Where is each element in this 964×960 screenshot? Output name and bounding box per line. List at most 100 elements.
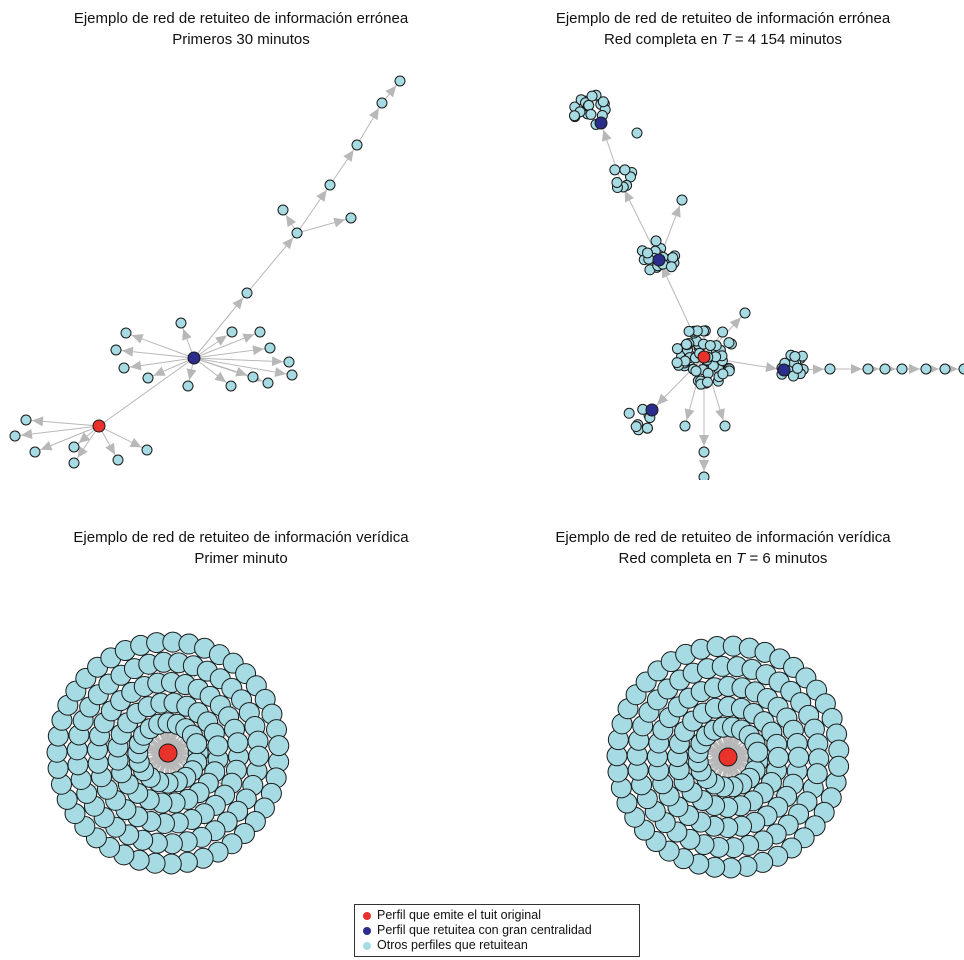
node-other — [226, 326, 238, 338]
node-other — [291, 227, 303, 239]
panel-false-info-30min: Ejemplo de red de retuiteo de informació… — [0, 0, 482, 480]
node-other — [650, 235, 662, 247]
node-other — [324, 179, 336, 191]
panel-title-line2: Red completa en T = 6 minutos — [482, 548, 964, 569]
legend-item-other: Otros perfiles que retuitean — [363, 938, 631, 953]
node-other — [623, 407, 635, 419]
node-other — [585, 108, 597, 120]
edge-arrow — [252, 345, 265, 356]
other-dot-icon — [363, 941, 371, 950]
node-other — [717, 368, 729, 380]
node-other — [896, 363, 908, 375]
node-hub — [645, 403, 659, 417]
edge-arrow — [333, 217, 346, 228]
title-suffix: = 4 154 minutos — [730, 31, 843, 48]
node-other — [641, 422, 653, 434]
panel-title-line2: Primer minuto — [194, 550, 288, 567]
edge-arrow — [729, 317, 741, 329]
node-hub — [777, 363, 791, 377]
legend: Perfil que emite el tuit original Perfil… — [354, 904, 640, 957]
node-other — [717, 326, 729, 338]
edge-arrow — [671, 205, 681, 218]
node-other — [225, 380, 237, 392]
edge-arrow — [656, 393, 669, 406]
edge-arrow — [699, 460, 709, 471]
edge-arrow — [153, 366, 166, 376]
node-other — [345, 212, 357, 224]
node-other — [671, 343, 683, 355]
edge-arrow — [235, 367, 248, 377]
edge-arrow — [343, 149, 354, 162]
node-other — [248, 745, 270, 767]
edge-arrow — [715, 408, 725, 421]
node-other — [676, 194, 688, 206]
legend-item-hub: Perfil que retuitea con gran centralidad — [363, 923, 631, 938]
node-other — [68, 441, 80, 453]
panel-title-line2: Primeros 30 minutos — [172, 31, 310, 48]
node-other — [665, 261, 677, 273]
node-other — [739, 307, 751, 319]
node-other — [704, 339, 716, 351]
panel-title-line1: Ejemplo de red de retuiteo de informació… — [73, 10, 409, 27]
edge-arrow — [624, 190, 635, 203]
node-other — [879, 363, 891, 375]
edge-arrow — [602, 129, 612, 142]
node-other — [611, 177, 623, 189]
node-hub — [187, 351, 201, 365]
node-origin — [697, 350, 711, 364]
node-other — [958, 363, 964, 375]
edge-arrow — [31, 416, 44, 427]
node-other — [351, 139, 363, 151]
node-other — [376, 97, 388, 109]
node-other — [277, 204, 289, 216]
node-other — [112, 454, 124, 466]
edge-arrow — [316, 189, 327, 202]
title-prefix: Red completa en — [618, 550, 737, 567]
panel-title-line1: Ejemplo de red de retuiteo de informació… — [555, 10, 891, 27]
node-other — [586, 90, 598, 102]
node-other — [254, 326, 266, 338]
node-other — [619, 164, 631, 176]
node-other — [68, 457, 80, 469]
title-variable: T — [721, 31, 731, 48]
node-hub — [594, 116, 608, 130]
edge-arrow — [121, 346, 134, 357]
node-other — [630, 421, 642, 433]
node-other — [920, 363, 932, 375]
edge-arrow — [129, 437, 142, 448]
edge-arrow — [242, 333, 255, 343]
edge-arrow — [909, 364, 920, 374]
edge-arrow — [282, 237, 294, 250]
edge-arrow — [274, 367, 287, 378]
node-other — [597, 96, 609, 108]
node-other — [683, 325, 695, 337]
node-other — [698, 446, 710, 458]
node-other — [679, 420, 691, 432]
panel-title: Ejemplo de red de retuiteo de informació… — [0, 8, 482, 50]
node-other — [29, 446, 41, 458]
node-origin — [92, 419, 106, 433]
node-other — [142, 372, 154, 384]
node-other — [862, 363, 874, 375]
edge-arrow — [684, 408, 695, 421]
node-other — [20, 414, 32, 426]
node-other — [207, 735, 229, 757]
hub-dot-icon — [363, 926, 371, 935]
edge-arrow — [129, 360, 142, 371]
node-other — [182, 380, 194, 392]
edge-arrow — [131, 334, 144, 344]
title-variable: T — [736, 550, 746, 567]
node-other — [264, 342, 276, 354]
node-other — [788, 746, 810, 768]
edge-arrow — [851, 364, 862, 374]
node-other — [247, 371, 259, 383]
edge — [98, 357, 195, 427]
edge-arrow — [286, 215, 297, 228]
node-other — [723, 337, 735, 349]
node-other — [792, 362, 804, 374]
legend-label: Otros perfiles que retuitean — [377, 938, 528, 952]
panel-title-line2: Red completa en T = 4 154 minutos — [482, 29, 964, 50]
node-other — [667, 252, 679, 264]
edge-arrow — [182, 328, 192, 341]
edge-arrow — [40, 440, 53, 451]
